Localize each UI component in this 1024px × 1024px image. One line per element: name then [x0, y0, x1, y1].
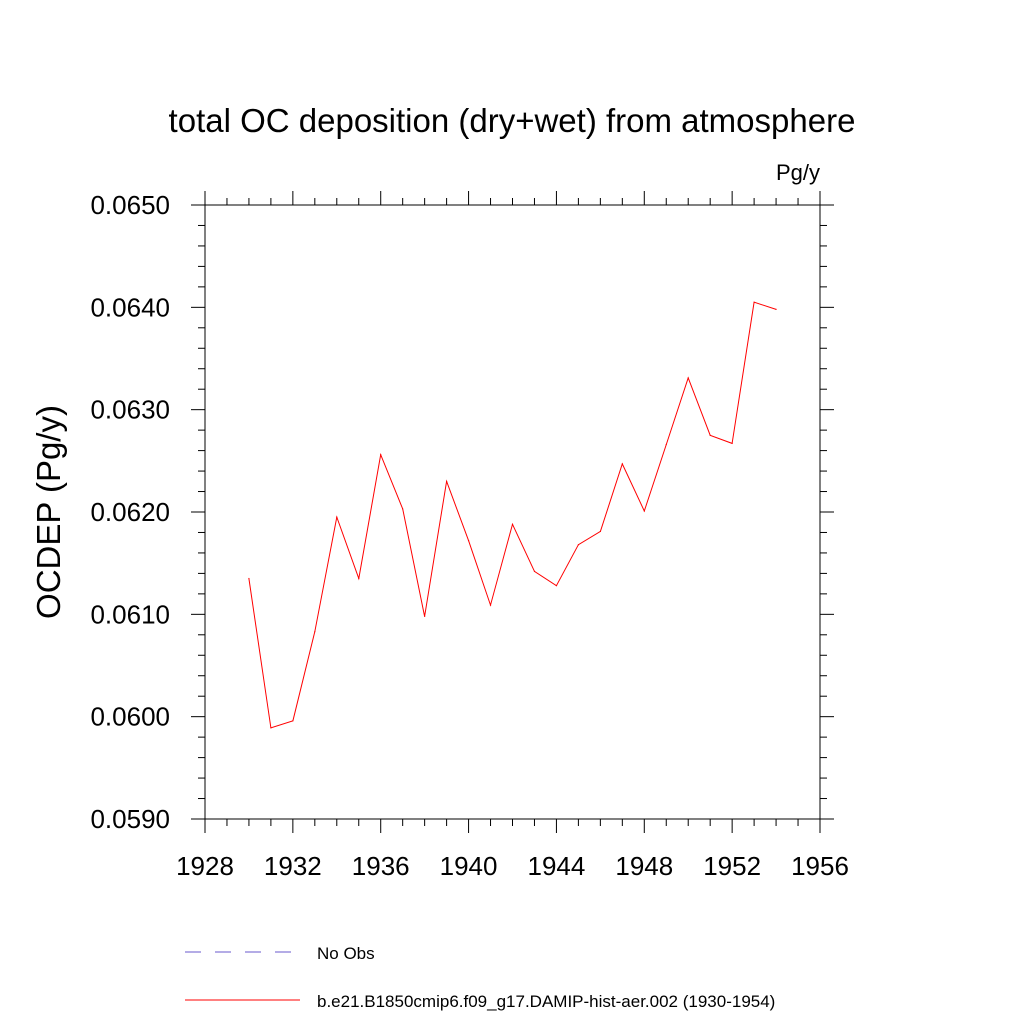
data-point	[555, 585, 558, 587]
plot-frame	[204, 204, 821, 820]
legend: No Obs b.e21.B1850cmip6.f09_g17.DAMIP-his…	[185, 944, 775, 1011]
units-label: Pg/y	[776, 160, 820, 185]
x-tick-label: 1928	[176, 851, 234, 881]
x-tick-label: 1952	[703, 851, 761, 881]
data-point	[467, 540, 470, 542]
data-point	[687, 377, 689, 379]
x-tick-label: 1932	[264, 851, 322, 881]
legend-label-1: b.e21.B1850cmip6.f09_g17.DAMIP-hist-aer.…	[317, 992, 775, 1011]
data-point	[380, 454, 382, 456]
x-tick-label: 1936	[352, 851, 410, 881]
data-point	[709, 434, 711, 436]
series-line-1	[248, 301, 777, 729]
data-point	[643, 510, 645, 512]
data-point	[511, 523, 514, 525]
data-point	[424, 615, 426, 617]
data-point	[621, 463, 623, 465]
x-tick-label: 1948	[615, 851, 673, 881]
data-point	[314, 631, 316, 633]
data-point	[336, 516, 338, 518]
tick-labels: 1928 1932 1936 1940 1944 1948 1952 1956 0.0590 0.…	[90, 190, 848, 881]
data-point	[489, 604, 492, 606]
data-point	[775, 308, 777, 310]
y-axis-label: OCDEP (Pg/y)	[30, 405, 67, 619]
y-tick-label: 0.0650	[90, 190, 170, 220]
plot-area-border	[204, 204, 821, 820]
data-point	[270, 727, 272, 729]
x-tick-label: 1940	[440, 851, 498, 881]
y-tick-label: 0.0620	[90, 497, 170, 527]
data-point	[402, 508, 404, 510]
chart-title: total OC deposition (dry+wet) from atmos…	[169, 102, 856, 139]
y-tick-label: 0.0630	[90, 395, 170, 425]
data-point	[599, 530, 601, 533]
data-point	[753, 301, 755, 303]
data-point	[731, 442, 733, 445]
data-point	[358, 577, 360, 580]
y-tick-label: 0.0600	[90, 702, 170, 732]
data-point	[665, 443, 667, 446]
y-tick-label: 0.0640	[90, 292, 170, 322]
y-tick-label: 0.0590	[90, 804, 170, 834]
x-tick-label: 1956	[791, 851, 849, 881]
legend-label-0: No Obs	[317, 944, 375, 963]
axis-ticks	[191, 191, 834, 833]
data-point	[292, 720, 294, 722]
data-point	[577, 544, 579, 546]
y-tick-label: 0.0610	[90, 599, 170, 629]
data-point	[446, 480, 448, 482]
data-point	[533, 570, 536, 572]
data-point	[248, 577, 250, 580]
x-tick-label: 1944	[528, 851, 586, 881]
plot-series	[248, 301, 777, 729]
